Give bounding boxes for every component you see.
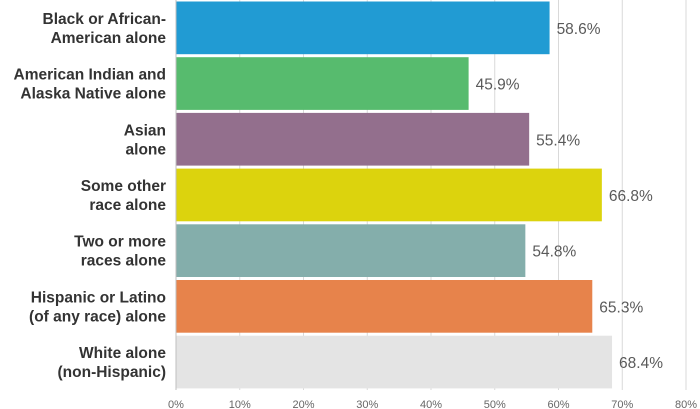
bar xyxy=(176,224,526,277)
x-tick-label: 40% xyxy=(420,399,442,409)
x-tick-label: 0% xyxy=(168,399,184,409)
x-tick-label: 10% xyxy=(229,399,251,409)
category-label: American alone xyxy=(51,30,167,47)
category-label: Asian xyxy=(124,122,166,139)
value-label: 66.8% xyxy=(609,188,653,205)
bar xyxy=(176,57,469,110)
bar xyxy=(176,168,602,222)
value-label: 55.4% xyxy=(536,132,580,149)
category-label: American Indian and xyxy=(14,67,166,84)
bar xyxy=(176,280,593,333)
category-label: Some other xyxy=(81,178,166,195)
category-label: White alone xyxy=(79,345,166,362)
category-label: races alone xyxy=(81,253,167,270)
value-label: 68.4% xyxy=(619,355,663,372)
value-label: 54.8% xyxy=(532,244,576,261)
bar xyxy=(176,112,530,166)
value-label: 65.3% xyxy=(599,299,643,316)
category-label: alone xyxy=(126,141,167,158)
x-tick-label: 50% xyxy=(484,399,506,409)
category-labels: Black or African- American alone American … xyxy=(14,11,167,381)
category-label: Black or African- xyxy=(43,11,166,28)
x-tick-label: 70% xyxy=(611,399,633,409)
x-axis-tick-labels: 0% 10% 20% 30% 40% 50% 60% 70% 80% xyxy=(168,399,697,409)
value-labels: 58.6% 45.9% 55.4% 66.8% 54.8% 65.3% 68.4% xyxy=(476,21,664,372)
category-label: race alone xyxy=(89,197,166,214)
value-label: 58.6% xyxy=(557,21,601,38)
category-label: Two or more xyxy=(74,234,166,251)
category-label: (non-Hispanic) xyxy=(58,364,167,381)
x-tick-label: 80% xyxy=(675,399,697,409)
bars xyxy=(176,1,613,389)
value-label: 45.9% xyxy=(476,77,520,94)
x-tick-label: 60% xyxy=(547,399,569,409)
x-tick-label: 30% xyxy=(356,399,378,409)
category-label: Alaska Native alone xyxy=(20,86,166,103)
bar xyxy=(176,1,550,55)
bar xyxy=(176,335,613,389)
category-label: Hispanic or Latino xyxy=(31,289,166,306)
x-tick-label: 20% xyxy=(292,399,314,409)
category-label: (of any race) alone xyxy=(29,308,166,325)
